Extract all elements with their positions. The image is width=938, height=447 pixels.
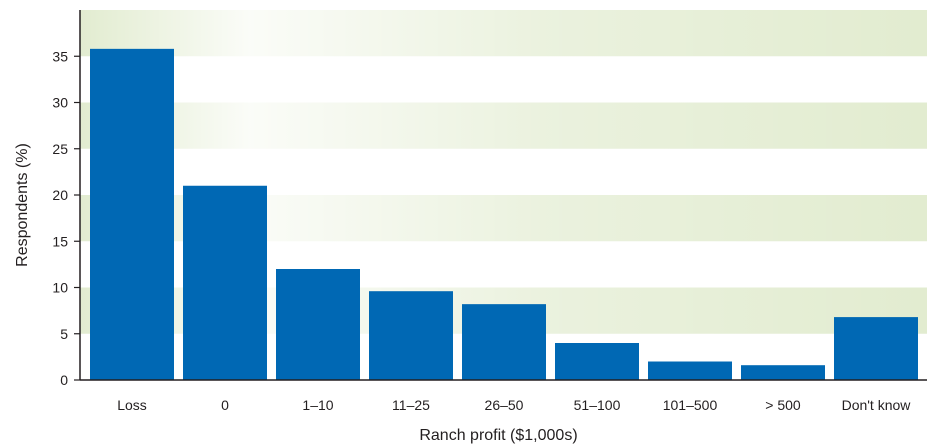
bar [555,343,639,380]
bar [462,304,546,380]
bar [834,317,918,380]
x-axis-ticks: Loss 0 1–10 11–25 26–50 51–100 101–500 > 500 Don… [117,397,911,413]
bar [741,365,825,380]
y-tick-label: 25 [52,141,68,157]
y-tick-label: 20 [52,187,68,203]
x-tick-label: Don't know [842,397,912,413]
y-tick-label: 30 [52,95,68,111]
bar [369,291,453,380]
x-tick-label: 26–50 [485,397,524,413]
x-tick-label: 0 [221,397,229,413]
x-axis-title: Ranch profit ($1,000s) [419,427,577,444]
x-tick-label: > 500 [765,397,801,413]
bar [183,185,267,380]
y-tick-label: 5 [60,326,68,342]
bars [90,48,918,380]
y-tick-label: 35 [52,48,68,64]
x-tick-label: 1–10 [302,397,333,413]
x-tick-label: 51–100 [574,397,621,413]
y-axis-ticks: 0 5 10 15 20 25 30 35 [52,48,80,388]
bar [90,48,174,380]
y-tick-label: 15 [52,233,68,249]
bar [648,361,732,380]
bar [276,269,360,380]
x-tick-label: 101–500 [663,397,718,413]
y-tick-label: 10 [52,280,68,296]
y-tick-label: 0 [60,372,68,388]
x-tick-label: 11–25 [392,397,430,413]
x-tick-label: Loss [117,397,147,413]
y-axis-title: Respondents (%) [14,143,31,267]
